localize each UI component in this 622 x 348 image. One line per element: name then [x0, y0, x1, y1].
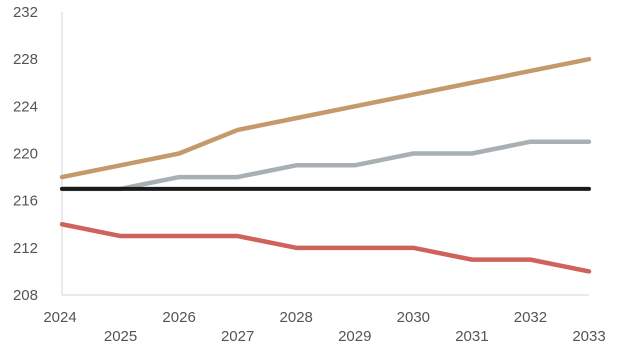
- x-tick-label: 2026: [162, 309, 195, 326]
- x-tick-label: 2033: [572, 328, 605, 345]
- x-tick-labels: 2024 2025 2026 2027 2028 2029 2030 2031 2032 2033: [43, 309, 605, 345]
- axes: [61, 12, 589, 296]
- y-tick-label: 232: [13, 4, 38, 21]
- x-tick-label: 2027: [221, 328, 254, 345]
- y-tick-label: 212: [13, 240, 38, 257]
- y-tick-label: 220: [13, 146, 38, 163]
- x-tick-label: 2030: [397, 309, 430, 326]
- y-tick-label: 216: [13, 193, 38, 210]
- y-tick-label: 208: [13, 287, 38, 304]
- y-tick-label: 228: [13, 51, 38, 68]
- x-tick-label: 2025: [104, 328, 137, 345]
- y-tick-label: 224: [13, 98, 38, 115]
- x-tick-label: 2031: [455, 328, 488, 345]
- series-line-1: [59, 56, 592, 180]
- x-tick-label: 2028: [280, 309, 313, 326]
- x-tick-label: 2032: [514, 309, 547, 326]
- y-tick-labels: 208 212 216 220 224 228 232: [13, 4, 38, 304]
- x-tick-label: 2029: [338, 328, 371, 345]
- series-line-4: [59, 222, 592, 274]
- series-line-2: [59, 139, 592, 192]
- x-tick-label: 2024: [43, 309, 76, 326]
- series-lines: [59, 56, 592, 274]
